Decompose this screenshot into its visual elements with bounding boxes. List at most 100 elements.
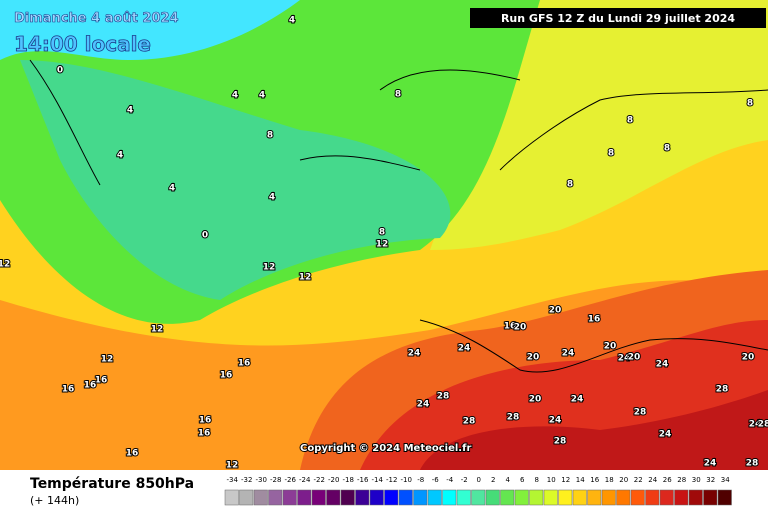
- contour-label: 28: [634, 408, 647, 418]
- legend-label: -12: [386, 476, 397, 484]
- legend-label: 16: [590, 476, 599, 484]
- legend-swatch: [369, 489, 384, 506]
- legend-label: -34: [227, 476, 239, 484]
- legend-swatch: [529, 489, 544, 506]
- legend-swatch: [601, 489, 616, 506]
- contour-label: 4: [232, 91, 238, 101]
- legend-label: -8: [417, 476, 424, 484]
- legend-label: 34: [721, 476, 730, 484]
- contour-label: 24: [562, 349, 575, 359]
- contour-label: 16: [504, 322, 517, 332]
- contour-label: 16: [84, 381, 97, 391]
- run-box: [470, 8, 766, 28]
- legend-label: 32: [706, 476, 715, 484]
- contour-label: 20: [604, 342, 617, 352]
- legend-label: -14: [372, 476, 384, 484]
- contour-label: 28: [554, 437, 567, 447]
- zone: [0, 0, 300, 60]
- contour-label: 8: [608, 149, 614, 159]
- legend-label: 0: [477, 476, 481, 484]
- legend-swatch: [268, 489, 283, 506]
- contour-label: 4: [259, 91, 265, 101]
- contour-label: 12: [263, 263, 276, 273]
- legend-swatch: [224, 489, 239, 506]
- legend-label: 18: [605, 476, 614, 484]
- contour-label: 4: [169, 184, 175, 194]
- legend-swatch: [630, 489, 645, 506]
- legend-label: 12: [561, 476, 570, 484]
- coastline: [29, 59, 768, 373]
- legend-swatch: [311, 489, 326, 506]
- legend-swatch: [485, 489, 500, 506]
- legend-label: 10: [547, 476, 556, 484]
- legend-label: 4: [506, 476, 511, 484]
- zone: [20, 60, 451, 300]
- contour-label: 4: [117, 151, 123, 161]
- legend-swatch: [282, 489, 297, 506]
- legend-swatch: [456, 489, 471, 506]
- legend-swatch: [253, 489, 268, 506]
- legend-label: -26: [285, 476, 297, 484]
- contour-label: 8: [664, 144, 670, 154]
- contour-label: 12: [376, 240, 389, 250]
- legend-swatch: [616, 489, 631, 506]
- contour-label: 8: [567, 180, 573, 190]
- contour-label: 16: [95, 376, 108, 386]
- contour-label: 28: [758, 420, 768, 430]
- contour-label: 20: [527, 353, 540, 363]
- contour-label: 24: [704, 459, 717, 469]
- legend-label: -6: [432, 476, 440, 484]
- footer-subtitle: (+ 144h): [30, 494, 79, 507]
- zone: [420, 390, 768, 470]
- contour-label: 16: [199, 416, 212, 426]
- legend-label: -16: [357, 476, 369, 484]
- legend-swatch: [572, 489, 587, 506]
- local-time: 14:00 locale: [14, 32, 151, 56]
- legend-swatch: [340, 489, 355, 506]
- contour-label: 8: [379, 228, 385, 238]
- contour-label: 12: [0, 260, 10, 270]
- contour-label: 8: [627, 116, 633, 126]
- contour-label: 28: [437, 392, 450, 402]
- legend-swatch: [355, 489, 370, 506]
- contour-label: 24: [659, 430, 672, 440]
- legend-swatch: [326, 489, 341, 506]
- contour-label: 24: [571, 395, 584, 405]
- legend-label: -32: [241, 476, 252, 484]
- legend-label: 22: [634, 476, 643, 484]
- legend-label: 26: [663, 476, 672, 484]
- legend-label: -30: [256, 476, 267, 484]
- contour-label: 16: [220, 371, 233, 381]
- legend-label: -18: [343, 476, 354, 484]
- legend-label: -10: [401, 476, 412, 484]
- legend-swatch: [558, 489, 573, 506]
- legend-swatch: [645, 489, 660, 506]
- legend-swatch: [442, 489, 457, 506]
- legend-label: 20: [619, 476, 628, 484]
- contour-label: 20: [628, 353, 641, 363]
- contour-label: 4: [269, 193, 275, 203]
- legend-swatch: [239, 489, 254, 506]
- contour-label: 28: [507, 413, 520, 423]
- contour-label: 0: [57, 66, 63, 76]
- run-info: Run GFS 12 Z du Lundi 29 juillet 2024: [501, 12, 735, 25]
- contour-label: 24: [656, 360, 669, 370]
- legend-swatch: [398, 489, 413, 506]
- legend-label: 2: [491, 476, 495, 484]
- contour-label: 20: [549, 306, 562, 316]
- contour-label: 24: [749, 420, 762, 430]
- contour-label: 24: [618, 354, 631, 364]
- contour-label: 28: [716, 385, 729, 395]
- contour-label: 24: [458, 344, 471, 354]
- legend-label: -22: [314, 476, 325, 484]
- legend-swatch: [514, 489, 529, 506]
- contour-label: 16: [62, 385, 75, 395]
- legend-swatch: [427, 489, 442, 506]
- legend-swatch: [384, 489, 399, 506]
- legend-swatch: [674, 489, 689, 506]
- legend-label: -4: [446, 476, 454, 484]
- legend-label: -20: [328, 476, 339, 484]
- legend-label: 24: [648, 476, 657, 484]
